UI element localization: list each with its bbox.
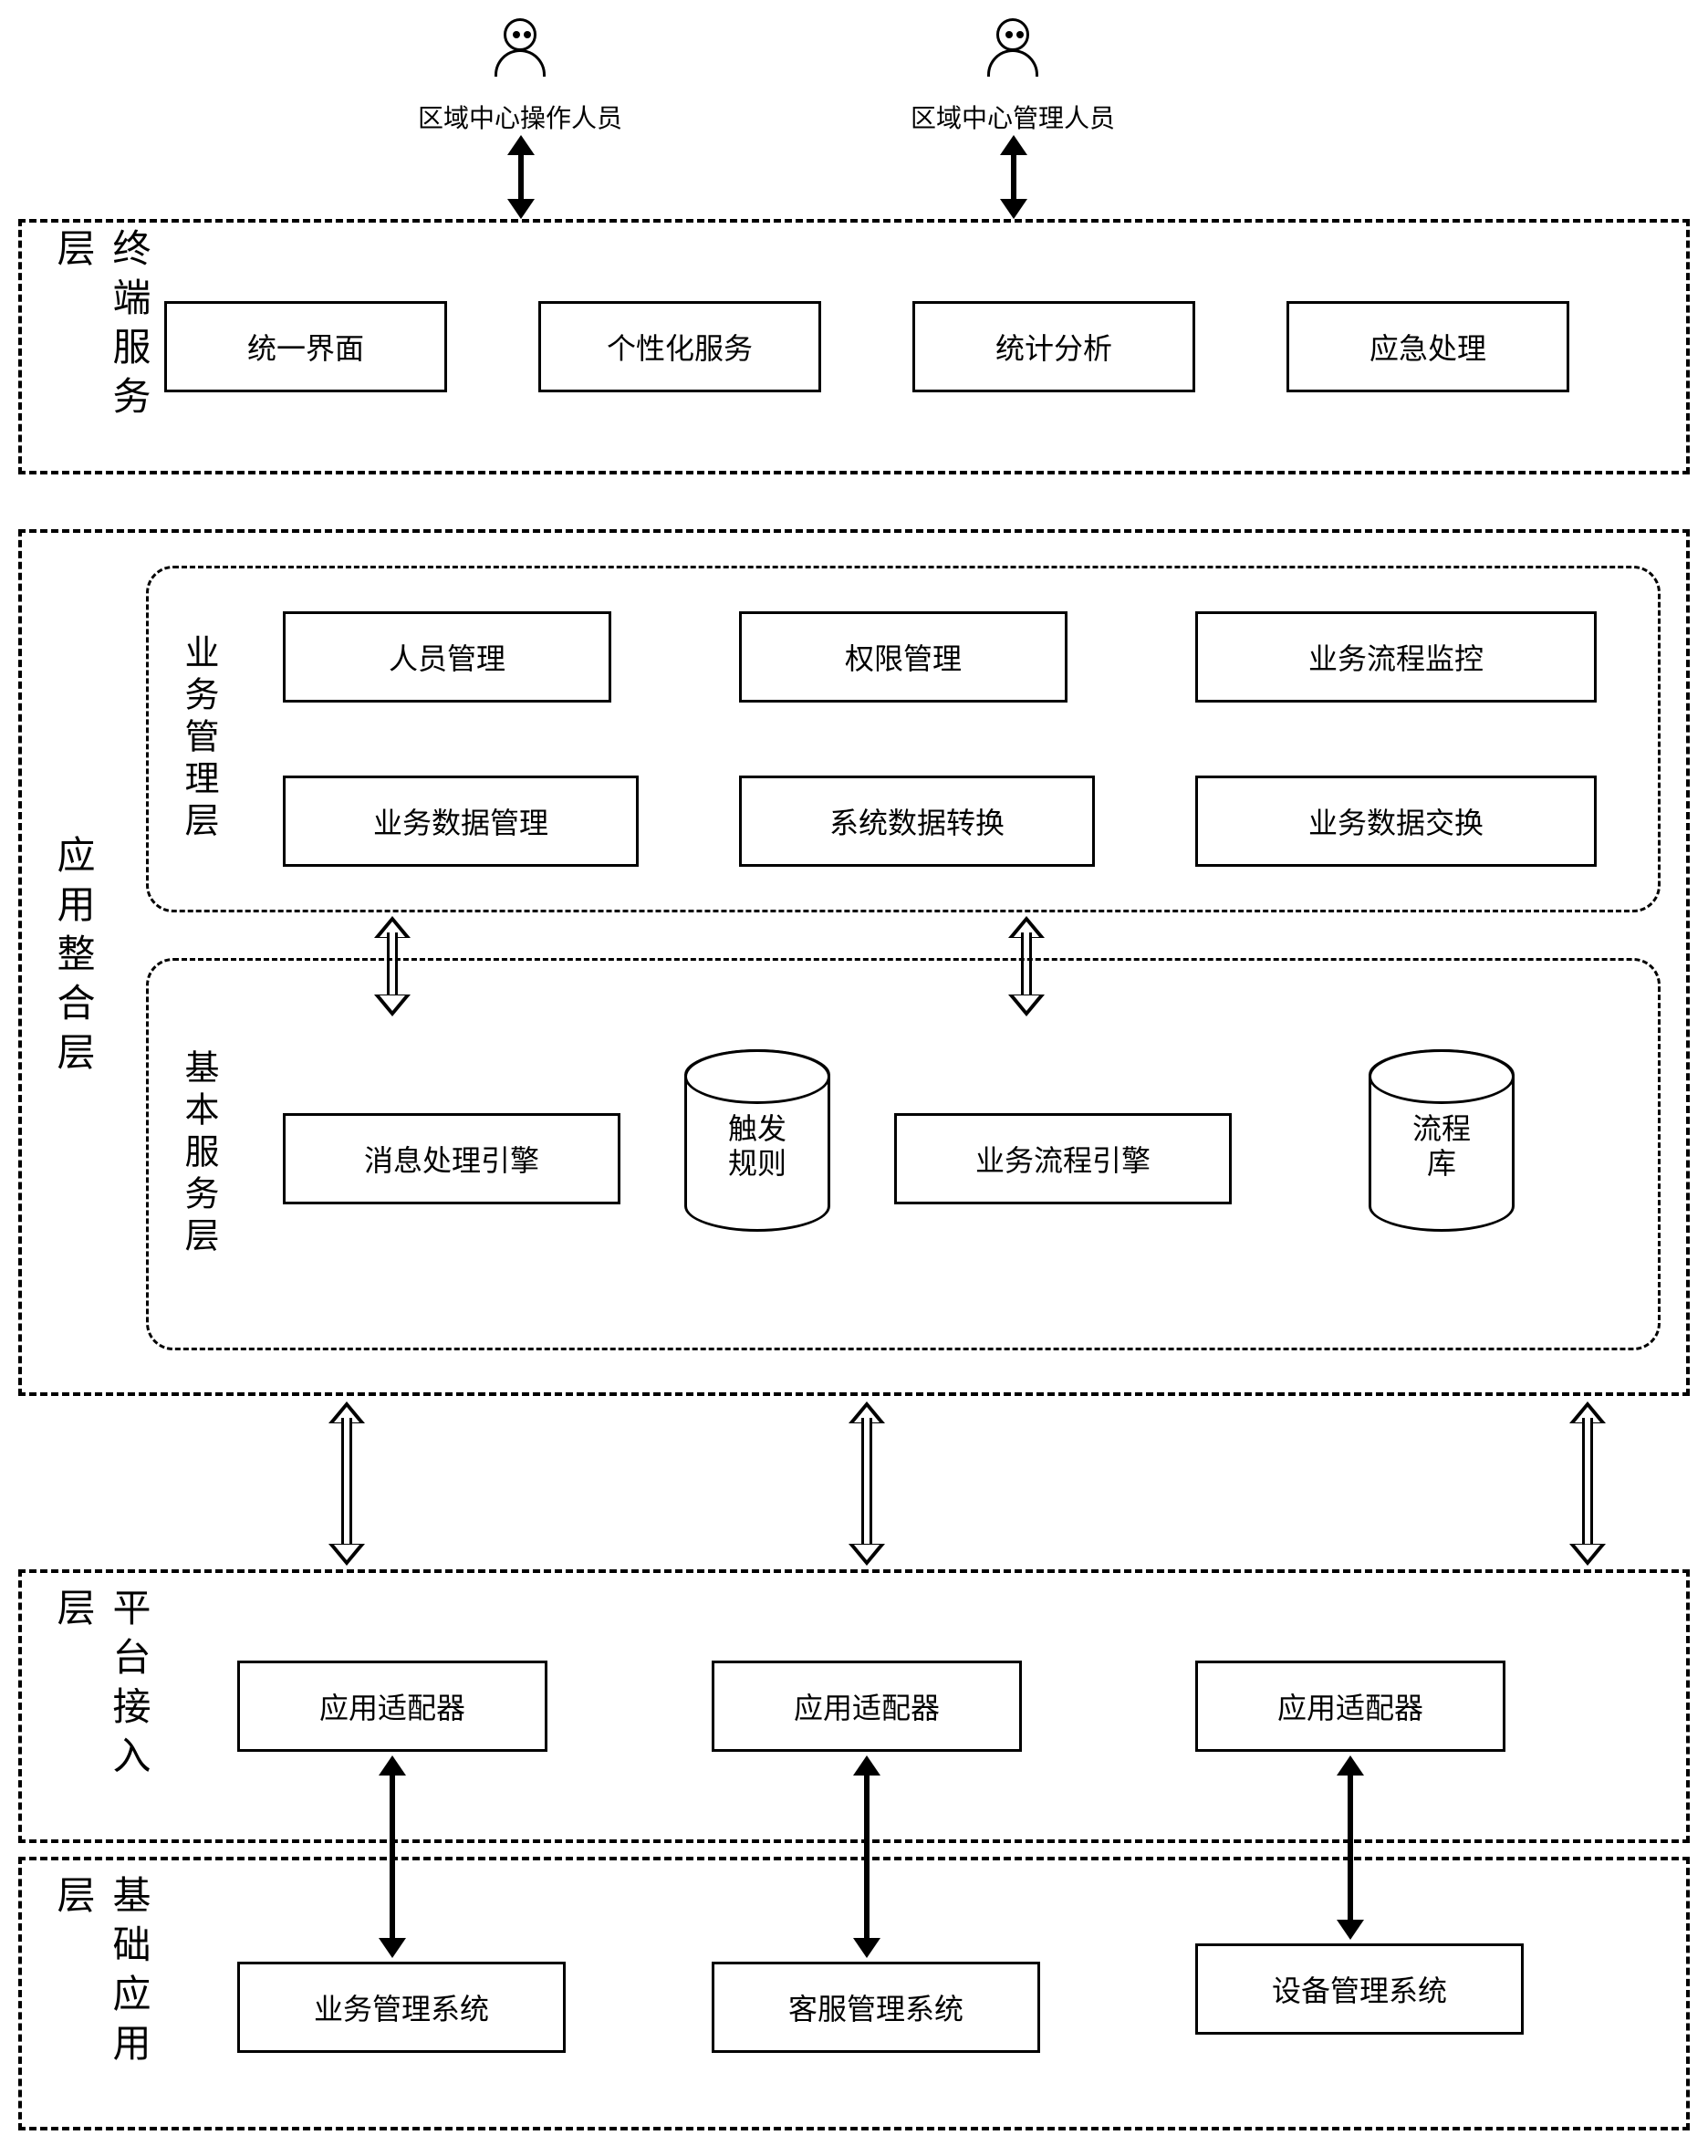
- arrow-adp-2: [853, 1755, 880, 1958]
- platform-access-label: 平台接入层: [46, 1588, 157, 1825]
- box-adapter-1: 应用适配器: [237, 1661, 547, 1752]
- manager-label: 区域中心管理人员: [885, 99, 1140, 135]
- arrow-ext-1: [328, 1401, 365, 1566]
- base-app-label: 基础应用层: [46, 1875, 157, 2112]
- box-process-engine: 业务流程引擎: [894, 1113, 1232, 1204]
- box-biz-sys: 业务管理系统: [237, 1962, 566, 2053]
- arrow-ext-2: [849, 1401, 885, 1566]
- box-adapter-3: 应用适配器: [1195, 1661, 1505, 1752]
- business-mgmt-label: 业务管理层: [173, 602, 224, 876]
- box-sysdata-convert: 系统数据转换: [739, 776, 1095, 867]
- box-adapter-2: 应用适配器: [712, 1661, 1022, 1752]
- arrow-manager: [1000, 135, 1027, 219]
- arrow-ext-3: [1569, 1401, 1606, 1566]
- box-unified-ui: 统一界面: [164, 301, 447, 392]
- basic-service-label: 基本服务层: [173, 1017, 224, 1291]
- cyl-trigger-label: 触发规则: [725, 1111, 789, 1182]
- box-cs-sys: 客服管理系统: [712, 1962, 1040, 2053]
- architecture-diagram: 区域中心操作人员 区域中心管理人员 终端服务层 统一界面 个性化服务 统计分析 …: [18, 18, 1690, 2138]
- box-personal-service: 个性化服务: [538, 301, 821, 392]
- cyl-process-label: 流程库: [1410, 1111, 1474, 1182]
- operator-icon: [493, 18, 547, 91]
- box-msg-engine: 消息处理引擎: [283, 1113, 620, 1204]
- cyl-trigger-rules: 触发规则: [684, 1049, 830, 1232]
- operator-label: 区域中心操作人员: [392, 99, 648, 135]
- box-perm-mgmt: 权限管理: [739, 611, 1068, 703]
- box-bizdata-exchange: 业务数据交换: [1195, 776, 1597, 867]
- arrow-adp-3: [1337, 1755, 1364, 1940]
- box-emergency: 应急处理: [1286, 301, 1569, 392]
- integration-layer-label: 应用整合层: [46, 766, 101, 1150]
- box-device-sys: 设备管理系统: [1195, 1943, 1524, 2035]
- cyl-process-lib: 流程库: [1369, 1049, 1515, 1232]
- box-stat-analysis: 统计分析: [912, 301, 1195, 392]
- arrow-adp-1: [379, 1755, 406, 1958]
- arrow-operator: [507, 135, 535, 219]
- manager-icon: [985, 18, 1040, 91]
- terminal-layer-label: 终端服务层: [46, 228, 157, 465]
- box-bizdata-mgmt: 业务数据管理: [283, 776, 639, 867]
- box-person-mgmt: 人员管理: [283, 611, 611, 703]
- box-process-monitor: 业务流程监控: [1195, 611, 1597, 703]
